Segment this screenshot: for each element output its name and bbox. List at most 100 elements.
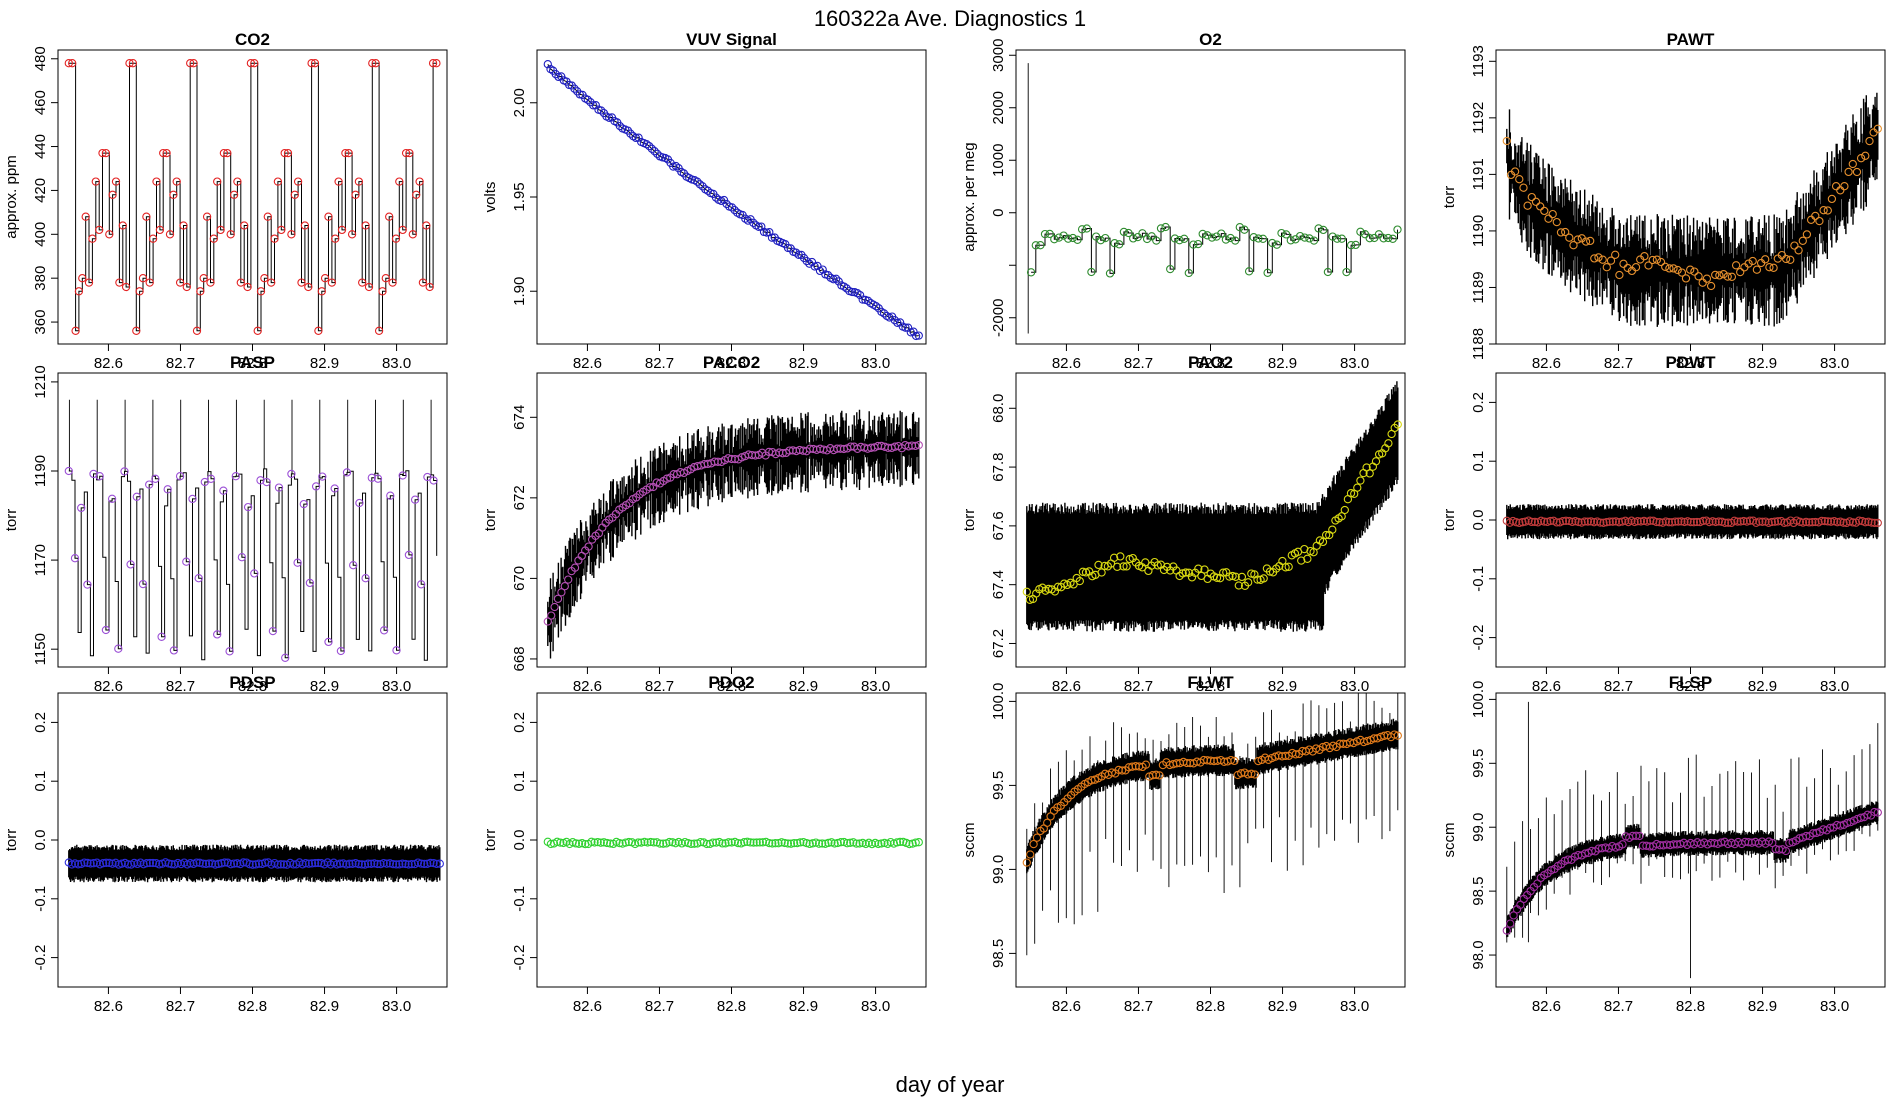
data-point-paco2: [751, 451, 760, 460]
data-point-pao2: [1225, 572, 1234, 581]
data-point-pdsp: [245, 860, 254, 869]
data-point-co2: [105, 230, 114, 239]
data-point-pdo2: [842, 839, 852, 848]
data-point-pawt: [1619, 259, 1628, 268]
data-point-pdo2: [571, 839, 581, 848]
series-noise-paco2: [547, 409, 920, 659]
x-tick-label-co2: 83.0: [382, 355, 411, 372]
data-point-pdwt: [1561, 516, 1571, 525]
data-point-pasp: [126, 560, 135, 569]
data-point-pasp: [417, 580, 426, 589]
y-tick-label-flsp: 99.0: [1470, 813, 1487, 842]
data-point-o2: [1045, 229, 1054, 239]
y-axis-label-co2: approx. ppm: [3, 155, 20, 238]
data-point-co2: [91, 177, 100, 186]
data-point-pdwt: [1873, 518, 1882, 528]
data-point-pdo2: [874, 839, 883, 849]
data-point-co2: [287, 230, 296, 239]
y-tick-label-co2: 360: [32, 310, 49, 335]
data-point-pasp: [367, 473, 376, 482]
data-point-co2: [344, 148, 353, 158]
y-axis-label-flwt: sccm: [961, 823, 978, 858]
data-point-o2: [1337, 234, 1346, 243]
data-point-vuv-signal: [855, 290, 865, 300]
data-point-o2: [1305, 234, 1314, 243]
x-tick-label-paco2: 82.7: [645, 678, 674, 695]
data-point-pdsp: [201, 859, 211, 869]
data-point-o2: [1314, 224, 1323, 233]
data-point-flsp: [1631, 831, 1641, 840]
data-point-pdsp: [273, 860, 282, 869]
data-point-co2: [391, 234, 401, 243]
data-point-pdwt: [1739, 516, 1748, 526]
data-point-pao2: [1078, 567, 1088, 576]
data-point-paco2: [550, 602, 559, 612]
x-tick-label-pasp: 83.0: [382, 678, 411, 695]
x-tick-label-pdsp: 82.8: [238, 998, 267, 1015]
y-tick-label-vuv-signal: 2.00: [511, 88, 528, 117]
data-point-pdwt: [1646, 516, 1655, 525]
x-tick-label-pasp: 82.8: [238, 678, 267, 695]
data-point-co2: [169, 190, 178, 199]
data-point-pasp: [318, 472, 327, 481]
data-point-flwt: [1117, 766, 1127, 775]
data-point-pdwt: [1705, 517, 1714, 527]
data-point-co2: [138, 274, 148, 283]
data-point-pdwt: [1639, 516, 1649, 526]
data-point-o2: [1073, 235, 1082, 244]
data-point-pasp: [132, 492, 141, 501]
data-point-pao2: [1116, 552, 1125, 561]
data-point-vuv-signal: [583, 95, 592, 104]
data-point-pdsp: [432, 859, 441, 869]
data-point-pawt: [1606, 256, 1616, 265]
data-point-pdwt: [1518, 518, 1527, 527]
data-point-pdo2: [793, 838, 802, 848]
data-point-pawt: [1681, 274, 1691, 283]
data-point-pasp: [101, 625, 111, 635]
data-point-pdsp: [416, 859, 426, 868]
data-point-co2: [132, 326, 141, 335]
data-point-flwt: [1029, 839, 1038, 849]
data-point-pdo2: [746, 838, 755, 847]
data-point-o2: [1036, 241, 1045, 250]
x-tick-label-paco2: 82.9: [789, 678, 818, 695]
data-point-co2: [317, 287, 326, 296]
data-point-pdwt: [1861, 518, 1870, 527]
data-point-o2: [1166, 264, 1175, 274]
data-point-pawt: [1540, 206, 1549, 216]
panel-o2: O2 82.6 82.7 82.8 82.9 83.0 -2000 0 1000 2000 3000…: [961, 30, 1406, 372]
data-point-pdsp: [192, 858, 201, 867]
plot-area-pdsp: [64, 844, 444, 883]
data-point-pdo2: [783, 839, 793, 848]
data-point-pdo2: [659, 839, 668, 848]
data-point-flwt: [1022, 858, 1031, 867]
y-tick-label-pdsp: 0.1: [32, 771, 49, 792]
data-point-pawt: [1690, 267, 1699, 276]
data-point-pdo2: [789, 838, 799, 848]
data-point-co2: [236, 278, 245, 287]
data-point-o2: [1152, 236, 1161, 245]
data-point-co2: [71, 326, 80, 335]
data-point-pdwt: [1605, 517, 1614, 526]
data-point-vuv-signal: [645, 141, 654, 151]
data-point-co2: [293, 177, 303, 186]
data-point-pawt: [1873, 124, 1882, 133]
data-point-pdo2: [796, 838, 805, 847]
x-tick-label-flwt: 82.8: [1196, 998, 1225, 1015]
data-point-co2: [398, 225, 407, 235]
y-axis-label-paco2: torr: [482, 509, 499, 532]
data-point-pdwt: [1552, 518, 1561, 527]
data-point-pdwt: [1870, 518, 1879, 528]
data-point-pdo2: [805, 839, 814, 849]
data-point-vuv-signal: [631, 133, 641, 143]
data-point-co2: [182, 282, 191, 292]
x-tick-label-pdwt: 82.6: [1532, 678, 1561, 695]
data-point-pdo2: [606, 839, 615, 848]
data-point-pdwt: [1767, 517, 1776, 527]
data-point-o2: [1258, 234, 1268, 243]
y-tick-label-flwt: 98.5: [990, 939, 1007, 968]
data-point-co2: [368, 59, 377, 68]
data-point-vuv-signal: [879, 309, 889, 318]
data-point-o2: [1309, 236, 1319, 245]
data-point-co2: [175, 278, 185, 287]
